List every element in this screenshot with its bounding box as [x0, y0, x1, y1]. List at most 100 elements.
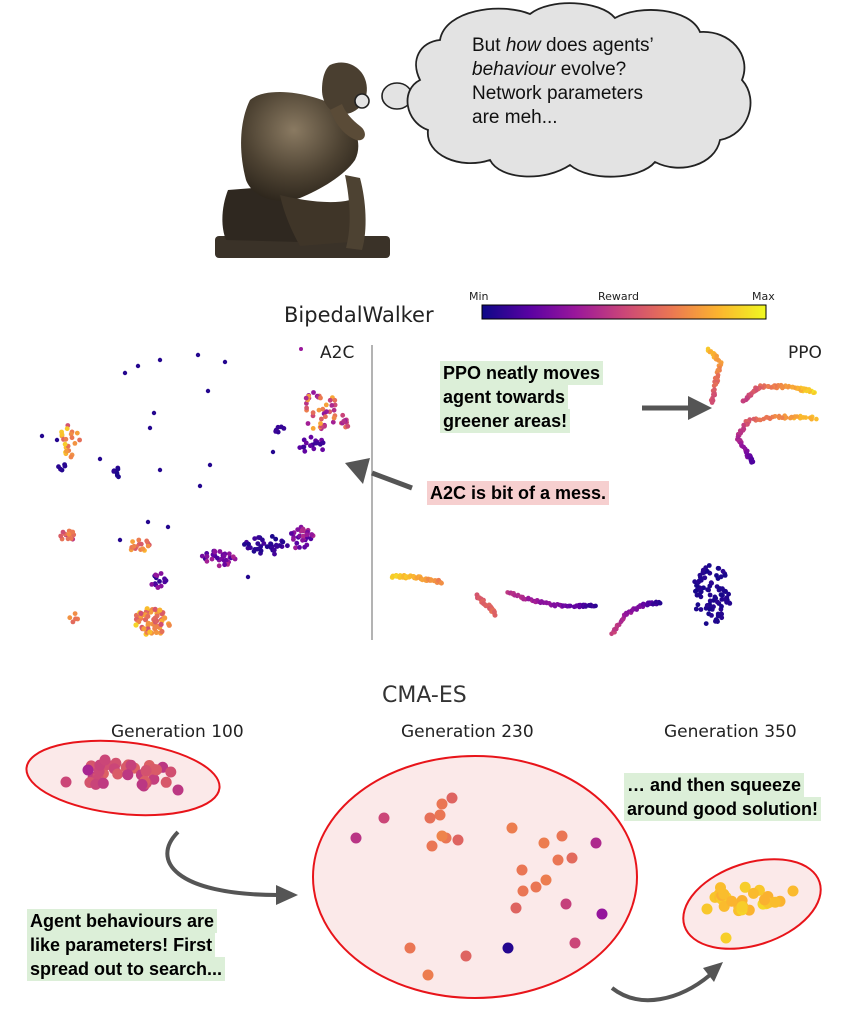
scatter-point	[145, 620, 151, 626]
scatter-point	[719, 597, 725, 602]
scatter-point	[698, 577, 704, 583]
scatter-point	[255, 541, 261, 546]
scatter-point	[556, 830, 568, 842]
scatter-point	[246, 541, 252, 547]
scatter-point	[245, 574, 251, 580]
scatter-point	[172, 784, 184, 796]
scatter-point	[330, 419, 336, 425]
scatter-point	[141, 626, 147, 632]
scatter-point	[77, 437, 82, 443]
scatter-point	[152, 625, 158, 632]
scatter-point	[145, 519, 151, 525]
scatter-point	[272, 551, 277, 557]
scatter-point	[712, 594, 718, 600]
scatter-point	[222, 359, 228, 365]
scatter-point	[215, 555, 220, 561]
scatter-point	[707, 349, 713, 355]
scatter-point	[160, 776, 172, 788]
scatter-point	[701, 585, 706, 591]
scatter-point	[230, 554, 236, 560]
scatter-point	[69, 435, 75, 441]
scatter-point	[711, 383, 717, 389]
colorbar-min-label: Min	[469, 290, 489, 303]
scatter-point	[270, 449, 276, 455]
thought-line-3: Network parameters	[472, 83, 644, 104]
scatter-point	[436, 830, 448, 842]
scatter-point	[305, 421, 311, 426]
scatter-point	[739, 881, 751, 893]
scatter-point	[706, 587, 711, 593]
squeeze-note: … and then squeeze around good solution!	[624, 773, 821, 821]
scatter-point	[74, 430, 80, 436]
scatter-point	[724, 599, 729, 605]
a2c-label: A2C	[320, 343, 354, 363]
scatter-point	[58, 533, 64, 539]
scatter-point	[516, 864, 528, 876]
scatter-point	[273, 542, 279, 548]
scatter-point	[709, 400, 715, 405]
scatter-point	[261, 541, 267, 546]
scatter-point	[492, 612, 498, 618]
scatter-point	[303, 440, 309, 446]
scatter-point	[209, 556, 215, 562]
generation-100-label: Generation 100	[111, 722, 244, 742]
scatter-point	[64, 449, 69, 454]
scatter-point	[452, 834, 464, 846]
scatter-point	[99, 754, 111, 766]
scatter-point	[702, 575, 708, 581]
scatter-point	[704, 568, 710, 574]
scatter-point	[502, 942, 514, 954]
scatter-point	[310, 410, 316, 416]
scatter-point	[309, 532, 315, 537]
scatter-point	[739, 443, 745, 449]
scatter-point	[460, 950, 472, 962]
scatter-point	[62, 441, 68, 447]
scatter-point	[166, 622, 172, 628]
scatter-point	[340, 412, 346, 418]
scatter-point	[715, 565, 721, 571]
scatter-point	[199, 553, 205, 559]
scatter-point	[807, 415, 813, 421]
scatter-point	[769, 896, 781, 908]
scatter-point	[310, 426, 316, 431]
scatter-point	[314, 440, 320, 446]
scatter-point	[424, 812, 436, 824]
scatter-point	[320, 440, 326, 446]
scatter-point	[136, 779, 148, 790]
gen230-ellipse	[312, 755, 638, 999]
scatter-point	[97, 456, 103, 462]
scatter-point	[39, 433, 45, 439]
scatter-point	[788, 415, 793, 421]
scatter-point	[112, 768, 124, 780]
scatter-point	[122, 370, 128, 376]
scatter-point	[285, 543, 290, 549]
scatter-point	[422, 969, 434, 981]
ppo-note: PPO neatly moves agent towards greener a…	[440, 361, 604, 433]
scatter-point	[115, 466, 121, 472]
scatter-point	[221, 558, 227, 563]
gen100-ellipse	[25, 739, 221, 817]
scatter-point	[195, 352, 201, 358]
scatter-point	[207, 462, 213, 468]
scatter-point	[311, 446, 317, 452]
scatter-point	[308, 434, 314, 440]
scatter-point	[404, 942, 416, 954]
scatter-point	[260, 537, 265, 543]
scatter-point	[271, 547, 277, 553]
scatter-point	[258, 548, 264, 554]
scatter-point	[136, 537, 142, 543]
scatter-point	[706, 563, 712, 568]
scatter-point	[704, 603, 710, 608]
scatter-point	[378, 812, 390, 824]
scatter-point	[157, 607, 163, 613]
scatter-point	[323, 402, 329, 408]
scatter-point	[204, 554, 210, 559]
thought-line-2: behaviour evolve?	[472, 59, 627, 80]
scatter-point	[162, 576, 167, 582]
scatter-point	[130, 539, 136, 544]
scatter-point	[60, 776, 72, 788]
scatter-point	[436, 798, 448, 810]
thinker-statue-image	[215, 62, 390, 258]
scatter-point	[331, 415, 337, 421]
scatter-point	[327, 397, 333, 403]
